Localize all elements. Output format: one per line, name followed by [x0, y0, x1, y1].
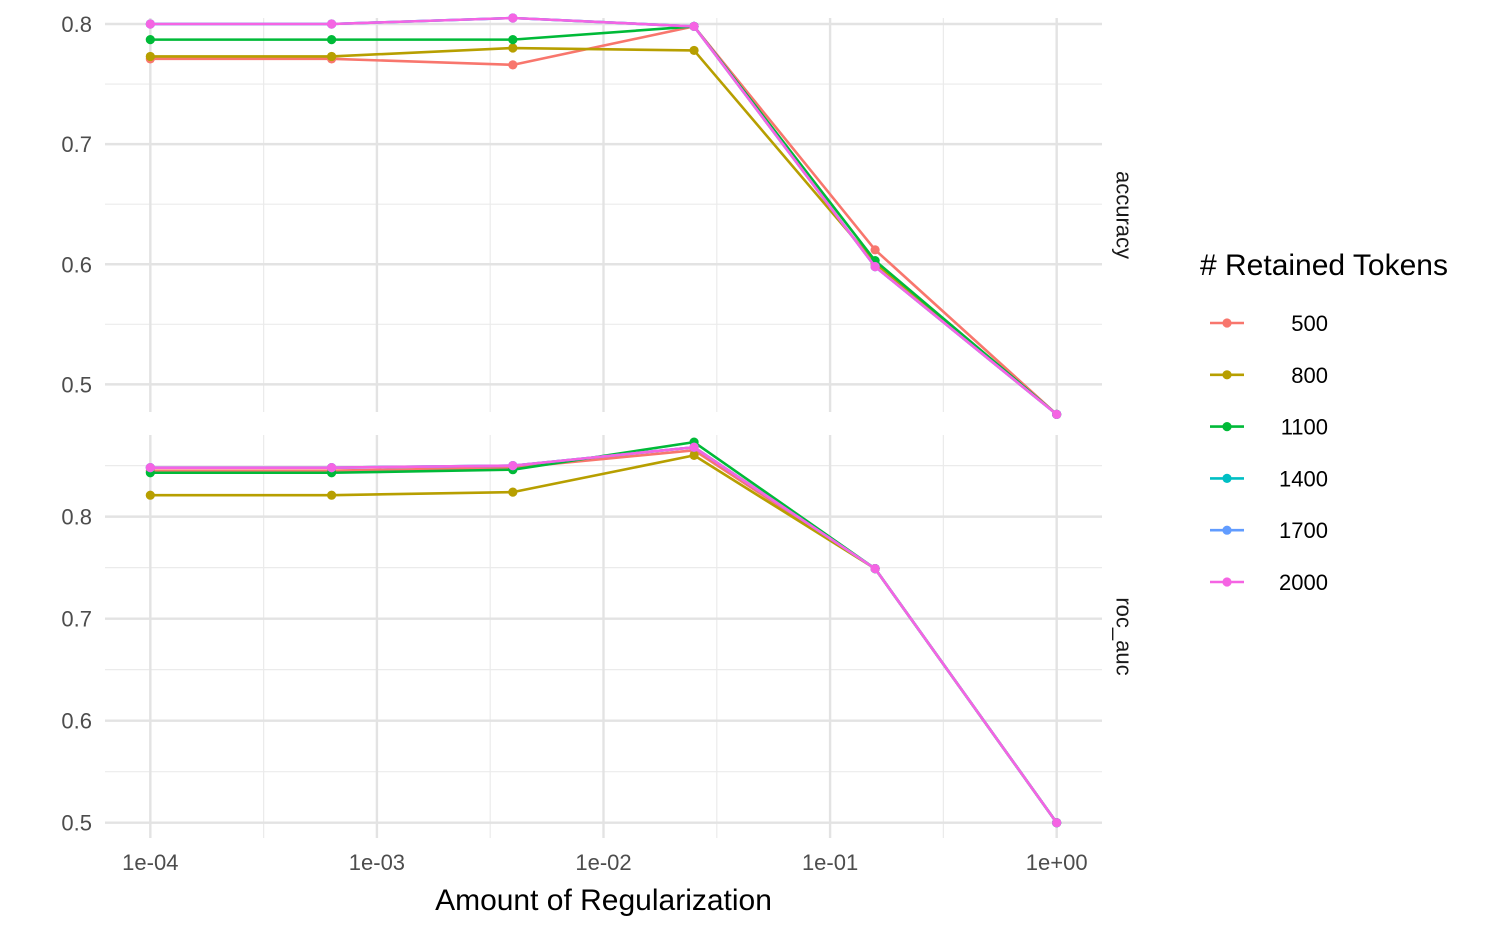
legend-label: 500: [1291, 311, 1328, 336]
series-point-2000: [508, 461, 518, 471]
legend-label: 800: [1291, 363, 1328, 388]
series-point-2000: [508, 13, 518, 23]
y-tick-label: 0.6: [61, 252, 92, 277]
y-tick-label: 0.6: [61, 709, 92, 734]
y-tick-label: 0.8: [61, 505, 92, 530]
series-point-1100: [508, 35, 518, 45]
legend-key-point: [1222, 422, 1232, 432]
x-tick-label: 1e-04: [122, 850, 178, 875]
series-point-800: [689, 45, 699, 56]
legend-key-point: [1222, 318, 1232, 328]
series-point-2000: [145, 463, 155, 473]
legend-key-point: [1222, 577, 1232, 587]
series-point-800: [326, 51, 337, 62]
series-line-1100: [150, 25, 1058, 416]
series-point-800: [326, 490, 337, 500]
legend-item-1700: 1700: [1210, 518, 1328, 543]
series-point-2000: [870, 564, 880, 574]
series-line-500: [150, 25, 1058, 416]
y-tick-label: 0.8: [61, 12, 92, 37]
facet-strip-label: accuracy: [1112, 171, 1137, 259]
legend-item-1100: 1100: [1210, 415, 1328, 440]
series-point-500: [870, 245, 880, 255]
series-point-2000: [689, 442, 699, 452]
x-tick-label: 1e-01: [802, 850, 858, 875]
series-point-800: [145, 51, 155, 62]
series-point-2000: [870, 262, 880, 272]
legend-label: 1100: [1281, 415, 1328, 440]
x-axis-title: Amount of Regularization: [435, 884, 772, 917]
legend-label: 1700: [1279, 518, 1328, 543]
series-line-800: [150, 46, 1058, 416]
legend-item-500: 500: [1210, 311, 1328, 336]
facet-strip-label: roc_auc: [1112, 597, 1137, 675]
legend-item-800: 800: [1210, 363, 1328, 388]
facet-panels: 0.5 0.6 0.7 0.8 accuracy 0.5 0.6 0.7 0.8 roc_auc 1…: [61, 12, 1136, 875]
x-tick-label: 1e-03: [349, 850, 405, 875]
y-tick-label: 0.7: [61, 607, 92, 632]
series-point-2000: [326, 463, 337, 473]
series-point-2000: [689, 21, 699, 32]
y-tick-label: 0.5: [61, 811, 92, 836]
x-tick-label: 1e+00: [1026, 850, 1088, 875]
series-point-800: [145, 490, 155, 500]
series-point-2000: [326, 19, 337, 29]
y-tick-label: 0.7: [61, 132, 92, 157]
series-point-800: [508, 487, 518, 497]
series-point-800: [689, 450, 699, 461]
series-point-800: [508, 43, 518, 53]
legend-key-point: [1222, 370, 1232, 380]
series-line-2000: [150, 445, 1058, 824]
series-point-2000: [1052, 409, 1062, 420]
series-point-2000: [145, 19, 155, 29]
legend-label: 2000: [1279, 570, 1328, 595]
series-point-2000: [1052, 818, 1062, 828]
legend-title: # Retained Tokens: [1200, 249, 1448, 282]
series-line-2000: [150, 16, 1058, 416]
series-point-1100: [326, 35, 337, 45]
legend-item-2000: 2000: [1210, 570, 1328, 595]
legend-key-point: [1222, 473, 1232, 483]
legend: # Retained Tokens 500 800 1100 1400 1700 2000: [1200, 249, 1448, 595]
x-axis-ticks: 1e-04 1e-03 1e-02 1e-01 1e+00: [122, 850, 1087, 875]
facet-panel-accuracy: 0.5 0.6 0.7 0.8 accuracy: [61, 12, 1137, 420]
legend-key-point: [1222, 525, 1232, 535]
series-point-500: [508, 60, 518, 70]
x-tick-label: 1e-02: [575, 850, 631, 875]
series-point-1100: [145, 35, 155, 45]
facet-panel-roc_auc: 0.5 0.6 0.7 0.8 roc_auc: [61, 435, 1137, 838]
legend-label: 1400: [1279, 466, 1328, 491]
y-tick-label: 0.5: [61, 372, 92, 397]
legend-item-1400: 1400: [1210, 466, 1328, 491]
